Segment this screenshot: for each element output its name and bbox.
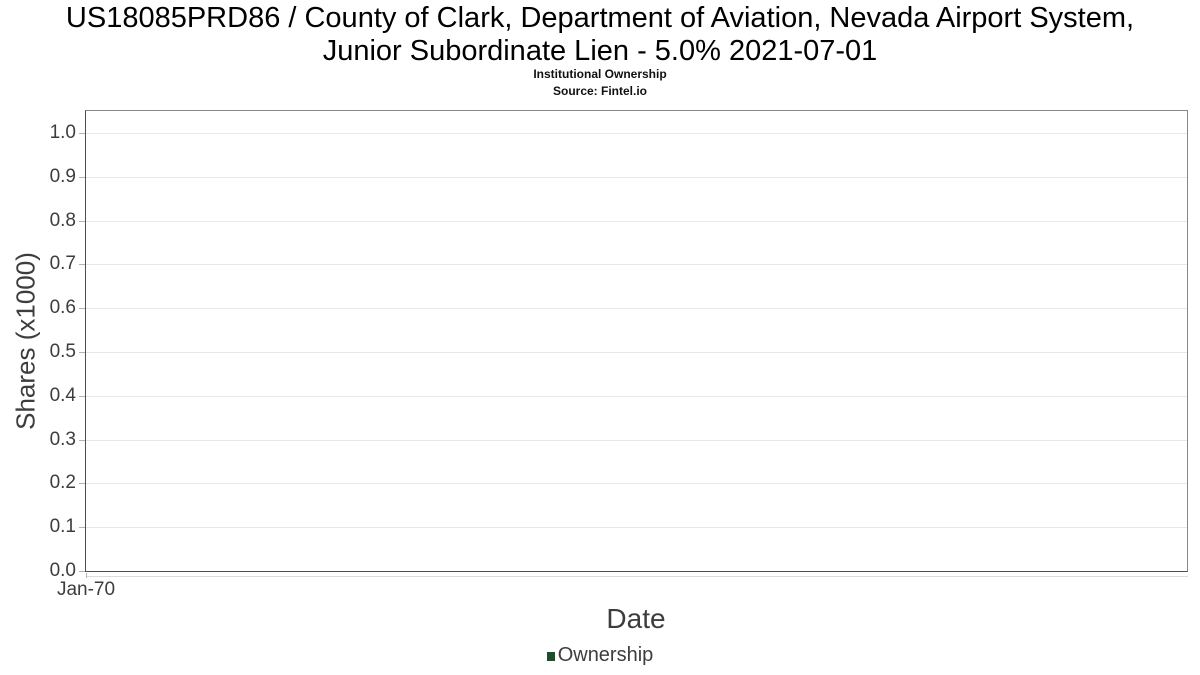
y-tick-label: 0.2 bbox=[49, 472, 76, 493]
y-gridline bbox=[86, 264, 1187, 265]
y-axis-title: Shares (x1000) bbox=[10, 252, 41, 430]
y-gridline bbox=[86, 352, 1187, 353]
y-tick-label: 0.8 bbox=[49, 210, 76, 231]
y-tick-label: 0.0 bbox=[49, 560, 76, 581]
chart-subtitle: Institutional Ownership bbox=[533, 67, 667, 81]
chart-title-line2: Junior Subordinate Lien - 5.0% 2021-07-0… bbox=[322, 35, 878, 67]
y-gridline bbox=[86, 308, 1187, 309]
legend: Ownership bbox=[0, 644, 1200, 667]
x-tick-mark bbox=[86, 573, 87, 578]
y-gridline bbox=[86, 483, 1187, 484]
y-gridline bbox=[86, 396, 1187, 397]
chart-title-line1: US18085PRD86 / County of Clark, Departme… bbox=[65, 2, 1135, 34]
y-gridline bbox=[86, 221, 1187, 222]
y-gridline bbox=[86, 440, 1187, 441]
x-axis-title: Date bbox=[606, 603, 666, 634]
legend-marker-ownership bbox=[546, 652, 555, 661]
x-tick-label: Jan-70 bbox=[56, 579, 116, 600]
y-gridline bbox=[86, 177, 1187, 178]
y-tick-label: 0.1 bbox=[49, 516, 76, 537]
y-tick-label: 0.3 bbox=[49, 429, 76, 450]
chart-source-note: Source: Fintel.io bbox=[552, 84, 647, 98]
y-gridline bbox=[86, 527, 1187, 528]
x-axis-line bbox=[87, 576, 1188, 577]
y-tick-label: 0.9 bbox=[49, 166, 76, 187]
y-tick-label: 1.0 bbox=[49, 122, 76, 143]
plot-area bbox=[85, 110, 1188, 572]
legend-label-ownership: Ownership bbox=[557, 644, 654, 666]
y-gridline bbox=[86, 133, 1187, 134]
chart-title: US18085PRD86 / County of Clark, Departme… bbox=[0, 2, 1200, 68]
